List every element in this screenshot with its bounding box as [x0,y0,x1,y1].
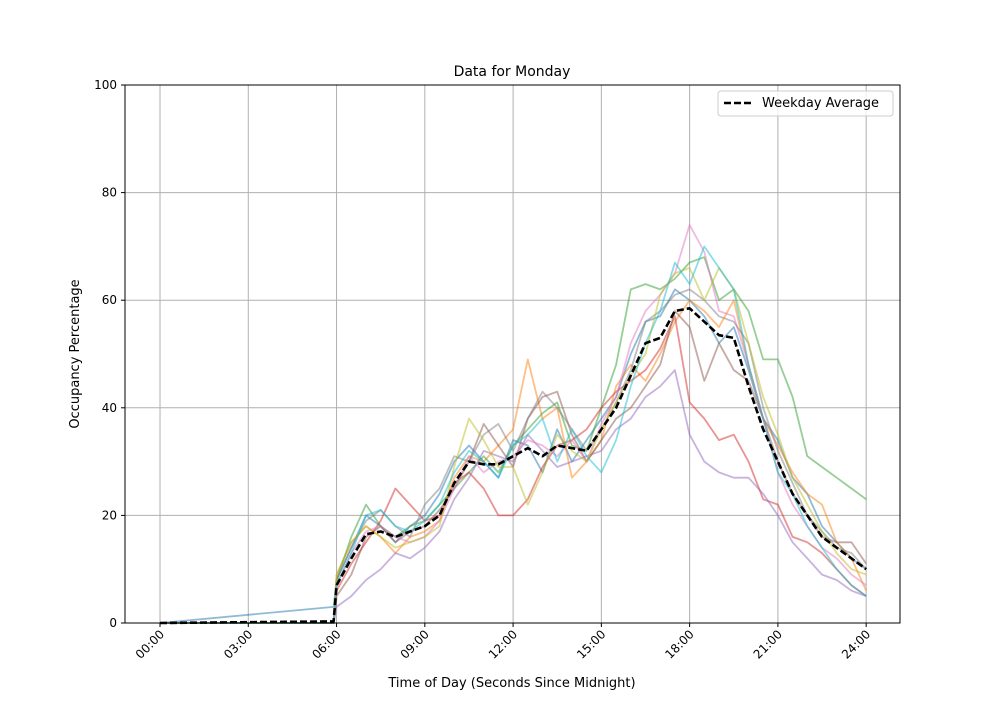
legend-label-average: Weekday Average [762,96,879,111]
individual-day-line [160,266,867,624]
y-tick-label: 40 [102,401,117,415]
grid [125,84,900,624]
x-tick-label: 12:00 [486,627,520,661]
individual-day-line [159,288,867,624]
weekday-average-line [159,306,867,625]
x-tick-label: 21:00 [751,627,785,661]
x-tick-label: 03:00 [221,627,255,661]
individual-day-line [160,315,867,624]
y-axis-label: Occupancy Percentage [68,279,83,428]
series-group [159,223,868,625]
y-tick-label: 80 [102,186,117,200]
x-tick-label: 18:00 [662,627,696,661]
x-tick-label: 15:00 [574,627,608,661]
x-tick-label: 00:00 [133,627,167,661]
y-tick-label: 60 [102,293,117,307]
x-tick-label: 06:00 [309,627,343,661]
x-tick-label: 09:00 [398,627,432,661]
individual-day-line [160,245,867,624]
chart-title: Data for Monday [454,64,571,80]
x-axis-label: Time of Day (Seconds Since Midnight) [387,676,635,691]
y-tick-label: 0 [109,616,117,630]
legend-box [717,90,894,117]
individual-day-line [160,288,867,624]
plot-frame [124,84,901,624]
y-tick-label: 100 [94,78,117,92]
x-tick-label: 24:00 [839,627,873,661]
legend: Weekday Average [717,90,894,117]
y-tick-label: 20 [102,508,117,522]
